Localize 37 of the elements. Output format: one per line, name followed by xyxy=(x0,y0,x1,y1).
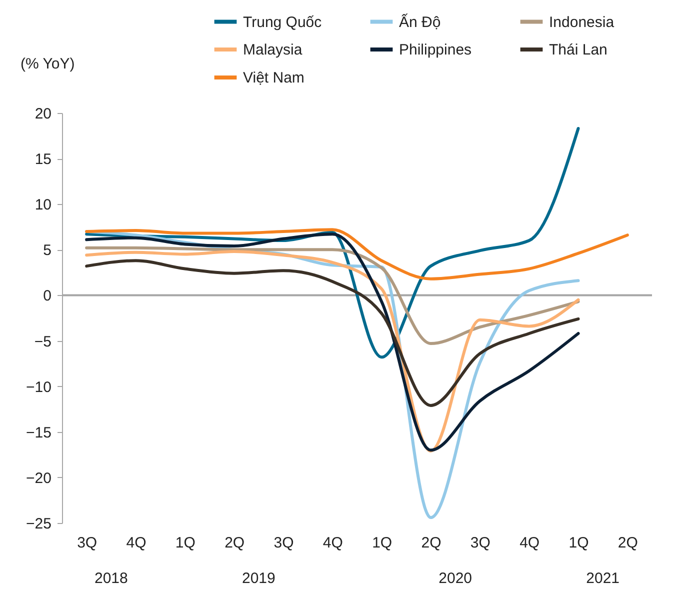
x-tick-label: 3Q xyxy=(77,534,98,552)
x-tick-label: 4Q xyxy=(126,534,146,552)
x-tick-label: 2Q xyxy=(618,534,638,552)
x-tick-label: 2Q xyxy=(421,534,442,552)
legend-label: Philippines xyxy=(399,42,472,58)
legend-label: Malaysia xyxy=(243,42,303,58)
x-tick-label: 1Q xyxy=(568,534,589,552)
legend-label: Ấn Độ xyxy=(399,12,441,31)
text: 2018 xyxy=(94,570,128,587)
x-tick-label: 3Q xyxy=(274,534,294,552)
x-tick-label: 1Q xyxy=(175,534,196,552)
legend-label: Indonesia xyxy=(549,14,615,31)
text: 2021 xyxy=(586,570,620,587)
y-tick-label: −10 xyxy=(26,378,52,396)
y-tick-label: −15 xyxy=(26,424,52,442)
y-tick-label: 20 xyxy=(34,106,52,122)
y-tick-label: −20 xyxy=(26,470,52,487)
y-tick-label: 15 xyxy=(34,151,52,168)
text: 2020 xyxy=(438,570,472,587)
legend-label: Thái Lan xyxy=(549,42,608,58)
x-tick-label: 1Q xyxy=(372,534,392,552)
line-series xyxy=(85,246,580,346)
y-tick-label: 10 xyxy=(34,196,52,214)
legend-label: Trung Quốc xyxy=(243,14,322,31)
x-tick-label: 3Q xyxy=(470,534,490,552)
y-axis-title: (% YoY) xyxy=(20,56,75,72)
line-series xyxy=(85,228,629,280)
y-tick-label: −25 xyxy=(26,516,52,532)
text: 2019 xyxy=(242,570,276,587)
y-tick-label: 0 xyxy=(43,288,52,305)
x-tick-label: 4Q xyxy=(322,534,343,552)
x-tick-label: 2Q xyxy=(224,534,245,552)
x-tick-label: 4Q xyxy=(520,534,540,552)
legend-label: Việt Nam xyxy=(243,70,304,86)
line-series xyxy=(85,259,580,407)
y-tick-label: 5 xyxy=(43,242,52,260)
y-tick-label: −5 xyxy=(34,333,52,350)
